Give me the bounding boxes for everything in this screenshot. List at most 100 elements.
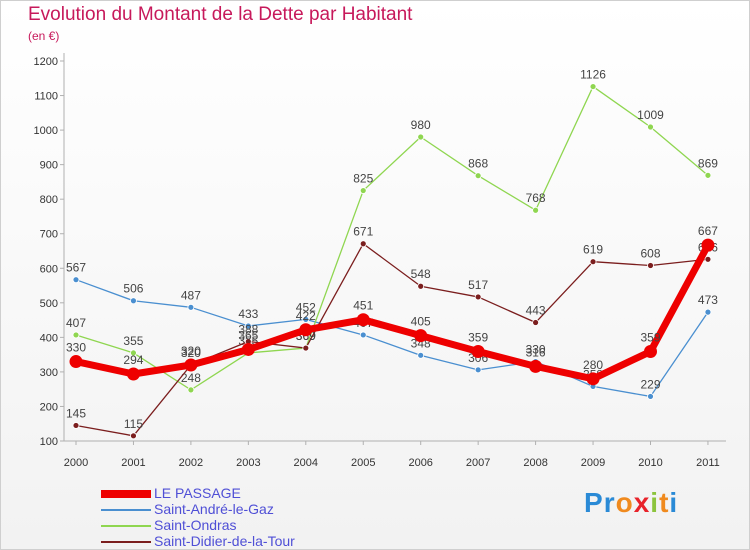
- data-point-saint-ondras: [187, 386, 195, 394]
- data-point-le-passage: [586, 372, 600, 386]
- data-label-saint-didier-de-la-tour: 443: [526, 304, 546, 318]
- chart-subtitle: (en €): [28, 29, 60, 43]
- y-tick-label: 800: [40, 194, 58, 206]
- data-point-saint-didier-de-la-tour: [417, 282, 425, 290]
- logo-letter: o: [615, 487, 634, 518]
- data-label-saint-ondras: 1126: [580, 68, 606, 82]
- data-point-le-passage: [529, 359, 543, 373]
- y-tick-label: 900: [40, 160, 58, 172]
- data-label-saint-ondras: 768: [526, 191, 546, 205]
- data-point-saint-andre-le-gaz: [187, 303, 195, 311]
- x-tick-label: 2008: [523, 457, 547, 469]
- data-label-le-passage: 320: [181, 344, 201, 358]
- data-label-saint-andre-le-gaz: 487: [181, 288, 201, 302]
- data-label-saint-didier-de-la-tour: 548: [411, 267, 431, 281]
- series-line-saint-andre-le-gaz: [75, 279, 709, 398]
- data-label-saint-andre-le-gaz: 473: [698, 293, 718, 307]
- data-point-saint-didier-de-la-tour: [532, 319, 539, 326]
- logo-letter: i: [669, 487, 679, 518]
- data-point-saint-andre-le-gaz: [704, 308, 712, 316]
- data-label-saint-ondras: 407: [66, 316, 86, 330]
- series-line-saint-didier-de-la-tour: [75, 243, 709, 437]
- data-point-saint-didier-de-la-tour: [704, 255, 712, 263]
- data-label-saint-didier-de-la-tour: 320: [181, 346, 201, 360]
- data-label-saint-ondras: 868: [468, 157, 488, 171]
- series-line-le-passage: [72, 241, 712, 383]
- logo-letter: t: [659, 487, 670, 518]
- data-point-le-passage: [644, 345, 657, 359]
- chart-title: Evolution du Montant de la Dette par Hab…: [28, 4, 413, 25]
- data-label-saint-andre-le-gaz: 567: [66, 261, 86, 275]
- data-point-saint-didier-de-la-tour: [359, 240, 367, 248]
- data-label-le-passage: 316: [526, 345, 546, 359]
- x-tick-label: 2002: [179, 457, 203, 469]
- data-point-saint-didier-de-la-tour: [72, 422, 80, 429]
- data-label-saint-andre-le-gaz: 229: [640, 377, 660, 391]
- data-label-le-passage: 405: [411, 315, 431, 329]
- data-point-le-passage: [241, 342, 255, 356]
- data-point-saint-andre-le-gaz: [302, 315, 310, 323]
- y-tick-label: 700: [40, 229, 58, 241]
- data-label-le-passage: 359: [468, 331, 488, 345]
- data-point-saint-didier-de-la-tour: [647, 262, 654, 269]
- data-point-saint-andre-le-gaz: [72, 276, 80, 284]
- data-point-le-passage: [299, 323, 313, 337]
- data-label-le-passage: 422: [296, 309, 316, 323]
- data-label-saint-andre-le-gaz: 330: [526, 343, 546, 357]
- data-point-saint-ondras: [417, 133, 425, 141]
- data-point-le-passage: [356, 313, 370, 327]
- data-label-le-passage: 359: [640, 331, 660, 345]
- data-label-saint-didier-de-la-tour: 388: [238, 323, 258, 337]
- data-label-saint-didier-de-la-tour: 517: [468, 278, 488, 292]
- data-point-saint-didier-de-la-tour: [589, 258, 597, 266]
- x-tick-label: 2010: [638, 457, 662, 469]
- data-point-le-passage: [414, 329, 428, 343]
- y-tick-label: 200: [40, 401, 58, 413]
- data-point-le-passage: [69, 355, 83, 369]
- logo-letter: r: [603, 487, 616, 518]
- data-point-saint-andre-le-gaz: [359, 331, 367, 339]
- data-label-saint-ondras: 980: [411, 118, 431, 132]
- data-label-saint-andre-le-gaz: 506: [123, 282, 143, 296]
- data-point-saint-didier-de-la-tour: [302, 344, 310, 352]
- data-point-saint-andre-le-gaz: [244, 322, 252, 330]
- logo-letter: x: [633, 487, 651, 518]
- data-label-le-passage: 280: [583, 358, 603, 372]
- data-label-le-passage: 365: [238, 328, 258, 342]
- data-label-saint-andre-le-gaz: 433: [238, 307, 258, 321]
- legend-swatch: [101, 525, 151, 527]
- data-label-le-passage: 294: [123, 353, 143, 367]
- series-line-saint-ondras: [75, 85, 709, 391]
- data-point-le-passage: [126, 367, 140, 381]
- y-tick-label: 600: [40, 263, 58, 275]
- data-point-saint-didier-de-la-tour: [474, 293, 482, 301]
- logo-letter: i: [650, 487, 660, 518]
- data-point-saint-andre-le-gaz: [647, 393, 654, 400]
- x-tick-label: 2004: [294, 457, 318, 469]
- legend-label: LE PASSAGE: [154, 485, 241, 501]
- legend-swatch: [101, 541, 151, 543]
- data-label-le-passage: 667: [698, 224, 718, 238]
- proxiti-logo: Proxiti: [584, 487, 678, 519]
- y-tick-label: 500: [40, 298, 58, 310]
- data-label-saint-ondras: 248: [181, 371, 201, 385]
- x-tick-label: 2011: [696, 457, 720, 469]
- y-tick-label: 100: [40, 436, 58, 448]
- y-tick-label: 300: [40, 367, 58, 379]
- data-label-le-passage: 451: [353, 299, 373, 313]
- data-label-saint-ondras: 869: [698, 156, 718, 170]
- x-tick-label: 2009: [581, 457, 605, 469]
- data-point-le-passage: [471, 345, 485, 359]
- x-tick-label: 2003: [236, 457, 260, 469]
- legend-label: Saint-Ondras: [154, 517, 237, 533]
- x-tick-label: 2006: [408, 457, 432, 469]
- data-point-saint-ondras: [72, 331, 80, 339]
- data-label-saint-didier-de-la-tour: 145: [66, 406, 86, 420]
- data-label-saint-didier-de-la-tour: 608: [640, 247, 660, 261]
- data-point-saint-ondras: [359, 187, 367, 194]
- data-point-saint-ondras: [532, 206, 539, 214]
- data-point-saint-andre-le-gaz: [130, 297, 137, 305]
- data-label-saint-didier-de-la-tour: 671: [353, 225, 373, 239]
